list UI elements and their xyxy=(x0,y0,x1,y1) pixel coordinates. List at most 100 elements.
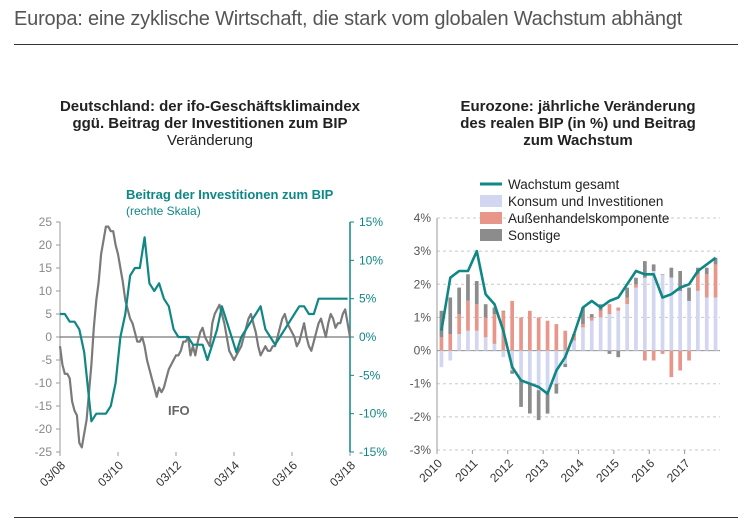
consumption-bar xyxy=(669,277,674,351)
right-ytick-label: -15% xyxy=(359,445,387,459)
consumption-bar xyxy=(598,317,603,351)
other-bar xyxy=(519,380,523,407)
trade-bar xyxy=(563,330,568,351)
right-ytick-label: -1% xyxy=(410,377,432,391)
consumption-bar xyxy=(589,320,594,351)
left-ytick-label: 15 xyxy=(39,261,53,275)
trade-bar xyxy=(554,324,559,351)
consumption-bar xyxy=(448,350,453,361)
legend-label: Konsum und Investitionen xyxy=(508,194,663,209)
left-ytick-label: -20 xyxy=(35,422,53,436)
consumption-bar xyxy=(651,271,656,351)
trade-bar xyxy=(598,310,603,318)
consumption-bar xyxy=(519,350,523,381)
right-ytick-label: 0% xyxy=(414,344,432,358)
consumption-bar xyxy=(607,314,612,351)
legend-consumption-swatch xyxy=(480,195,502,207)
right-title-line3: zum Wachstum xyxy=(523,132,633,149)
left-ytick-label: 25 xyxy=(39,215,53,229)
left-chart-title: Deutschland: der ifo-Geschäftsklimaindex… xyxy=(40,98,380,149)
total-growth-line xyxy=(440,249,717,396)
other-bar xyxy=(704,267,709,275)
consumption-bar xyxy=(466,330,470,351)
other-bar xyxy=(528,383,532,414)
other-bar xyxy=(643,261,647,278)
left-ytick-label: -25 xyxy=(35,445,53,459)
other-bar xyxy=(651,264,656,271)
right-ytick-label: 1% xyxy=(414,310,432,324)
other-bar xyxy=(713,257,718,265)
left-ytick-label: -15 xyxy=(35,399,53,413)
right-xtick-label: 2010 xyxy=(416,456,445,485)
consumption-bar xyxy=(457,334,461,351)
left-ytick-label: 20 xyxy=(39,238,53,252)
other-bar xyxy=(501,310,506,312)
consumption-bar xyxy=(474,330,479,351)
consumption-bar xyxy=(439,350,444,368)
top-divider xyxy=(14,44,738,45)
other-bar xyxy=(607,350,612,354)
right-title-line2: des realen BIP (in %) und Beitrag xyxy=(460,115,696,132)
trade-bar xyxy=(643,350,647,361)
consumption-bar xyxy=(634,287,638,351)
right-xtick-label: 2012 xyxy=(487,456,516,485)
trade-bar xyxy=(589,317,594,321)
right-xtick-label: 2011 xyxy=(452,456,480,484)
trade-bar xyxy=(510,300,514,351)
right-ytick-label: 2% xyxy=(414,277,432,291)
consumption-bar xyxy=(545,350,550,394)
trade-bar xyxy=(660,350,665,354)
right-ytick-label: 10% xyxy=(359,253,383,267)
right-ytick-label: -5% xyxy=(359,368,381,382)
trade-bar xyxy=(634,284,638,288)
trade-bar xyxy=(678,350,682,371)
other-bar xyxy=(616,350,621,358)
other-bar xyxy=(536,390,541,421)
left-title-line1: Deutschland: der ifo-Geschäftsklimaindex xyxy=(59,98,361,115)
other-bar xyxy=(466,274,470,301)
other-bar xyxy=(510,370,514,374)
trade-bar xyxy=(669,350,674,378)
consumption-bar xyxy=(678,290,682,351)
other-bar xyxy=(474,281,479,305)
trade-bar xyxy=(616,307,621,311)
trade-bar xyxy=(536,317,541,351)
page-title: Europa: eine zyklische Wirtschaft, die s… xyxy=(14,8,683,30)
right-chart-title: Eurozone: jährliche Veränderung des real… xyxy=(418,98,738,149)
other-bar xyxy=(687,287,691,301)
trade-bar xyxy=(483,317,488,338)
consumption-bar xyxy=(625,304,629,351)
right-ytick-label: -3% xyxy=(410,443,432,457)
trade-bar xyxy=(439,337,444,351)
consumption-bar xyxy=(581,327,585,351)
right-xtick-label: 2016 xyxy=(629,456,658,485)
right-ytick-label: 15% xyxy=(359,215,383,229)
trade-bar xyxy=(704,274,709,298)
other-bar xyxy=(581,307,585,325)
other-bar xyxy=(625,287,629,298)
right-ytick-label: 5% xyxy=(359,292,377,306)
consumption-bar xyxy=(572,340,576,351)
other-bar xyxy=(634,277,638,285)
trade-bar xyxy=(545,320,550,351)
trade-bar xyxy=(466,300,470,331)
other-bar xyxy=(545,393,550,414)
other-bar xyxy=(589,314,594,318)
consumption-bar xyxy=(616,310,621,351)
left-ytick-label: 5 xyxy=(45,307,52,321)
right-ytick-label: 0% xyxy=(359,330,377,344)
consumption-bar xyxy=(713,297,718,351)
trade-bar xyxy=(607,304,612,315)
right-xtick-label: 2017 xyxy=(664,456,693,485)
other-bar xyxy=(678,271,682,291)
right-title-line1: Eurozone: jährliche Veränderung xyxy=(460,98,696,115)
trade-bar xyxy=(474,304,479,331)
other-bar xyxy=(457,287,461,315)
right-xtick-label: 2013 xyxy=(522,456,551,485)
right-ytick-label: -10% xyxy=(359,407,387,421)
other-bar xyxy=(669,267,674,278)
trade-bar xyxy=(492,314,497,344)
ifo-line xyxy=(58,225,352,449)
legend-label: Sonstige xyxy=(508,228,561,243)
